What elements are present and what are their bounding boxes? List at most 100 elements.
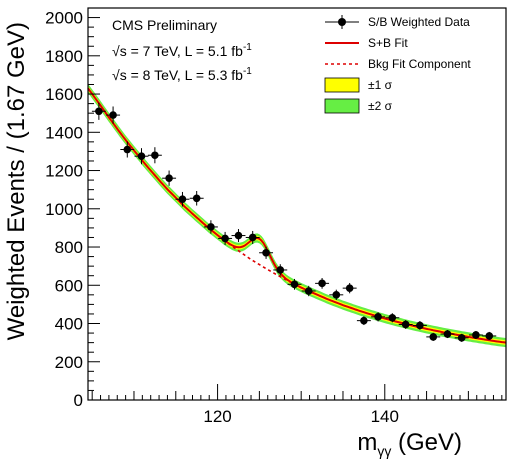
x-axis-label-main: m (357, 429, 377, 456)
data-point-marker (151, 151, 159, 160)
data-point (398, 320, 413, 329)
data-point-marker (318, 279, 326, 288)
axis-tick-labels: 0 200 400 600 800 1000 1200 1400 1600 1800 2000 120… (45, 9, 399, 426)
data-point (385, 313, 400, 323)
data-point (175, 191, 190, 207)
data-point (106, 106, 121, 124)
data-point-marker (457, 334, 466, 342)
annotation-title: CMS Preliminary (112, 17, 217, 33)
legend-marker-dot (338, 18, 346, 26)
data-points (91, 102, 497, 342)
data-point (412, 321, 427, 330)
data-point-marker (332, 291, 341, 299)
data-point (245, 230, 260, 244)
axis-ticks (88, 7, 503, 401)
data-point-marker (276, 266, 285, 274)
y-tick-label: 400 (55, 315, 83, 334)
data-point-marker (416, 321, 424, 330)
y-tick-label: 600 (55, 276, 83, 295)
y-tick-label: 0 (74, 391, 83, 410)
data-point (218, 231, 233, 245)
data-point (273, 264, 288, 276)
legend-label: ±2 σ (368, 99, 393, 113)
data-point (342, 282, 357, 294)
data-point (301, 285, 316, 297)
data-point-marker (429, 333, 438, 341)
y-tick-label: 1200 (45, 162, 83, 181)
data-point (440, 330, 455, 339)
legend-entry: ±2 σ (324, 98, 393, 114)
data-point-marker (109, 111, 117, 119)
legend-band-swatch (324, 98, 360, 114)
data-point-marker (360, 316, 368, 325)
y-tick-label: 2000 (45, 9, 83, 28)
data-point (120, 141, 135, 158)
data-point-marker (137, 152, 146, 160)
data-point (287, 278, 302, 290)
data-point-marker (221, 234, 229, 243)
data-point (189, 190, 204, 206)
data-point-marker (485, 332, 494, 340)
plot-frame (87, 7, 507, 401)
legend-entry: S/B Weighted Data (325, 15, 470, 29)
annotation-line-7tev: √s = 7 TeV, L = 5.1 fb-1 (112, 42, 252, 59)
legend-entry: Bkg Fit Component (325, 57, 471, 71)
y-tick-label: 1000 (45, 200, 83, 219)
y-tick-label: 1800 (45, 47, 83, 66)
data-point (203, 220, 218, 234)
data-point-marker (388, 313, 397, 322)
data-point-marker (290, 280, 299, 289)
data-point (147, 147, 162, 164)
data-point-marker (234, 231, 243, 240)
data-point-marker (192, 194, 201, 203)
y-tick-label: 1600 (45, 85, 83, 104)
data-point (371, 312, 386, 322)
data-point (426, 332, 441, 341)
x-tick-label: 140 (371, 407, 399, 426)
data-point-marker (401, 320, 410, 329)
data-point-marker (248, 233, 257, 242)
data-point (329, 289, 344, 300)
data-point-marker (304, 287, 313, 295)
data-point-marker (207, 223, 215, 231)
data-point (315, 278, 330, 289)
data-point-marker (472, 331, 480, 339)
x-tick-label: 120 (203, 407, 231, 426)
legend-label: S+B Fit (368, 36, 408, 50)
annotation-line-8tev: √s = 8 TeV, L = 5.3 fb-1 (112, 66, 252, 83)
data-point (468, 330, 483, 340)
x-axis-label-unit: (GeV) (391, 429, 462, 456)
data-point-marker (178, 195, 187, 204)
legend-label: ±1 σ (368, 78, 393, 92)
legend-label: S/B Weighted Data (368, 15, 470, 29)
y-tick-label: 200 (55, 353, 83, 372)
data-point (482, 331, 497, 340)
x-axis-label-sub: γγ (377, 443, 391, 459)
data-point (231, 229, 246, 243)
data-point-marker (374, 313, 382, 321)
data-point (162, 170, 177, 186)
y-axis-label: Weighted Events / (1.67 GeV) (3, 22, 30, 340)
data-point-marker (443, 330, 452, 338)
annotation-line-7tev-text: s = 7 TeV, L = 5.1 fb (120, 43, 243, 59)
x-axis-label: mγγ (GeV) (357, 429, 462, 459)
data-point-marker (345, 284, 354, 292)
y-tick-label: 1400 (45, 123, 83, 142)
data-point-marker (123, 145, 132, 154)
data-point (259, 246, 274, 259)
y-tick-label: 800 (55, 238, 83, 257)
data-point (134, 148, 149, 165)
legend: S/B Weighted Data S+B Fit Bkg Fit Componen… (324, 15, 471, 114)
legend-band-swatch (324, 77, 360, 93)
legend-entry: S+B Fit (325, 36, 408, 50)
sqrt-symbol: √ (112, 67, 120, 83)
data-point (91, 102, 106, 120)
data-point (454, 333, 469, 342)
legend-entry: ±1 σ (324, 77, 393, 93)
annotation-line-8tev-sup: -1 (243, 66, 252, 77)
data-point-marker (165, 174, 173, 182)
sqrt-symbol: √ (112, 43, 120, 59)
annotation-line-8tev-text: s = 8 TeV, L = 5.3 fb (120, 67, 243, 83)
annotation-block: CMS Preliminary √s = 7 TeV, L = 5.1 fb-1… (112, 17, 252, 83)
